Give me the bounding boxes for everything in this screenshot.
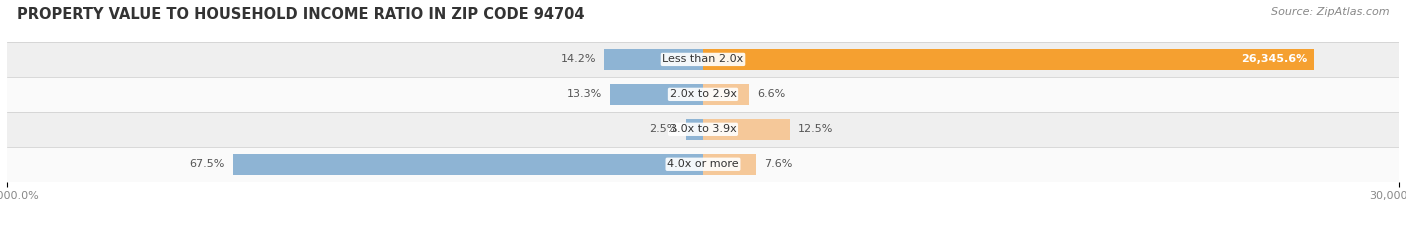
Text: 14.2%: 14.2% [561, 55, 596, 64]
Bar [610, 84, 703, 105]
Text: 7.6%: 7.6% [763, 159, 793, 169]
Text: 6.6%: 6.6% [756, 89, 786, 99]
Text: 2.5%: 2.5% [650, 124, 678, 134]
Text: 2.0x to 2.9x: 2.0x to 2.9x [669, 89, 737, 99]
Text: PROPERTY VALUE TO HOUSEHOLD INCOME RATIO IN ZIP CODE 94704: PROPERTY VALUE TO HOUSEHOLD INCOME RATIO… [17, 7, 585, 22]
Text: 3.0x to 3.9x: 3.0x to 3.9x [669, 124, 737, 134]
Text: Source: ZipAtlas.com: Source: ZipAtlas.com [1271, 7, 1389, 17]
Text: 67.5%: 67.5% [190, 159, 225, 169]
Bar [7, 112, 1399, 147]
Text: Less than 2.0x: Less than 2.0x [662, 55, 744, 64]
Text: 12.5%: 12.5% [799, 124, 834, 134]
Bar [605, 49, 703, 70]
Bar [686, 119, 703, 140]
Bar [7, 77, 1399, 112]
Bar [703, 49, 1315, 70]
Text: 26,345.6%: 26,345.6% [1241, 55, 1308, 64]
Bar [703, 84, 749, 105]
Text: 4.0x or more: 4.0x or more [668, 159, 738, 169]
Bar [7, 147, 1399, 182]
Bar [703, 119, 790, 140]
Bar [7, 42, 1399, 77]
Bar [703, 154, 756, 175]
Text: 13.3%: 13.3% [567, 89, 602, 99]
Bar [233, 154, 703, 175]
